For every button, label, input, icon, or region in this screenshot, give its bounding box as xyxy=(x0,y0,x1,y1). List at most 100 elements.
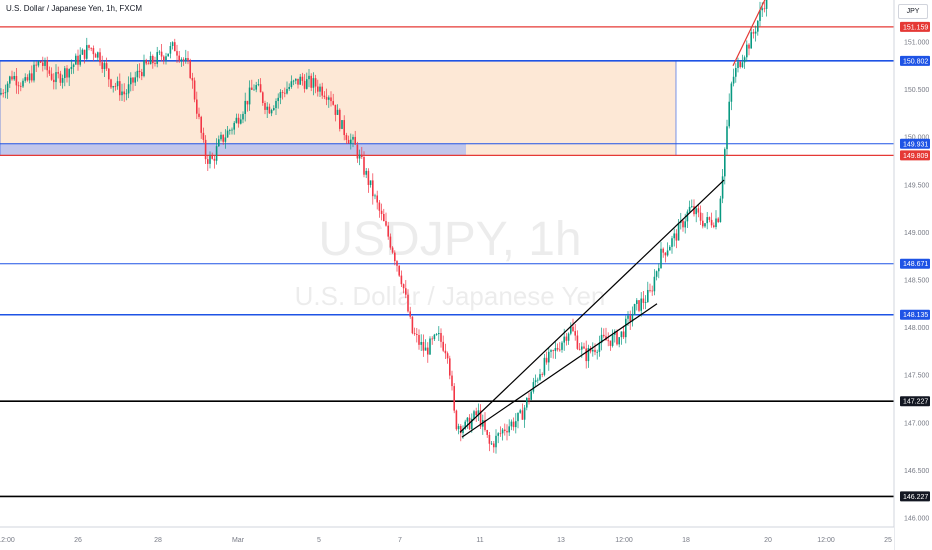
candle-body xyxy=(141,72,143,77)
candle-body xyxy=(369,180,372,185)
candle-body xyxy=(754,31,757,34)
candle-body xyxy=(64,68,66,79)
candle-body xyxy=(389,236,392,248)
candle-body xyxy=(288,86,290,89)
candle-body xyxy=(420,341,422,345)
candle-body xyxy=(193,80,196,100)
candle-body xyxy=(66,68,68,78)
price-badge-151.159 xyxy=(900,21,930,32)
price-badge-text: 148.135 xyxy=(903,312,928,319)
candle-body xyxy=(266,106,268,110)
candle-body xyxy=(675,233,678,241)
price-badge-text: 147.227 xyxy=(903,399,928,406)
candle-body xyxy=(398,265,400,276)
candle-body xyxy=(99,52,101,63)
candle-body xyxy=(598,342,601,352)
candle-body xyxy=(321,86,323,96)
zone-0 xyxy=(0,60,676,156)
candle-body xyxy=(50,73,53,80)
candle-body xyxy=(105,63,108,69)
candle-body xyxy=(48,70,51,74)
candle-body xyxy=(732,76,735,84)
candle-body xyxy=(125,93,128,95)
candle-body xyxy=(660,248,662,269)
price-badge-text: 149.931 xyxy=(903,141,928,148)
candle-body xyxy=(290,81,293,87)
candle-body xyxy=(132,77,134,83)
candle-body xyxy=(552,350,554,352)
candle-body xyxy=(350,139,352,144)
candle-body xyxy=(627,315,629,319)
candle-body xyxy=(493,443,495,448)
candle-body xyxy=(220,134,222,140)
candle-body xyxy=(752,32,755,34)
candle-body xyxy=(517,412,519,422)
candle-body xyxy=(354,136,356,145)
currency-badge[interactable]: JPY xyxy=(898,4,928,19)
candle-body xyxy=(37,61,40,66)
candle-body xyxy=(763,8,766,10)
candle-body xyxy=(537,379,539,381)
candle-body xyxy=(424,347,427,351)
candle-body xyxy=(530,391,532,400)
candle-body xyxy=(235,117,238,123)
candle-body xyxy=(90,47,92,49)
candle-body xyxy=(548,351,550,363)
candle-body xyxy=(143,60,145,77)
candle-body xyxy=(277,97,279,102)
candle-body xyxy=(26,77,29,81)
candle-body xyxy=(455,410,458,430)
zone-1 xyxy=(0,143,466,156)
candle-body xyxy=(572,326,574,332)
candle-body xyxy=(446,353,449,359)
candle-body xyxy=(123,91,125,95)
x-tick-label: 13 xyxy=(557,537,565,544)
candle-body xyxy=(136,70,139,78)
candle-body xyxy=(319,86,321,92)
candle-body xyxy=(550,350,552,352)
candle-body xyxy=(308,75,310,80)
candle-body xyxy=(178,55,180,61)
candle-body xyxy=(154,63,156,64)
candle-body xyxy=(257,84,260,86)
candle-body xyxy=(328,97,330,100)
candle-body xyxy=(160,51,163,57)
candle-body xyxy=(323,95,326,98)
candle-body xyxy=(471,418,473,430)
candle-body xyxy=(222,134,224,142)
candle-body xyxy=(75,55,77,65)
candle-body xyxy=(259,84,262,93)
candle-body xyxy=(662,248,664,253)
candle-body xyxy=(248,87,251,105)
candle-body xyxy=(270,110,273,114)
candle-body xyxy=(603,334,605,337)
candle-body xyxy=(402,284,405,289)
y-tick-label: 148.000 xyxy=(904,325,929,332)
candle-body xyxy=(559,349,561,351)
candle-body xyxy=(673,233,675,239)
y-tick-label: 146.000 xyxy=(904,516,929,523)
x-tick-label: 26 xyxy=(74,537,82,544)
candle-body xyxy=(761,8,763,11)
watermark-name: U.S. Dollar / Japanese Yen xyxy=(295,281,606,311)
candle-body xyxy=(207,159,209,164)
candle-body xyxy=(39,61,42,63)
candle-body xyxy=(499,433,502,435)
candle-body xyxy=(233,122,235,130)
candle-body xyxy=(541,374,543,375)
candle-body xyxy=(686,211,689,222)
candle-body xyxy=(669,246,671,251)
candle-body xyxy=(88,45,90,48)
candle-body xyxy=(413,333,416,335)
candle-body xyxy=(275,101,277,109)
price-badge-text: 148.671 xyxy=(903,261,928,268)
candle-body xyxy=(748,44,750,49)
candle-body xyxy=(147,63,150,65)
x-tick-label: 5 xyxy=(317,537,321,544)
x-tick-label: 7 xyxy=(398,537,402,544)
candle-body xyxy=(642,298,645,303)
candle-body xyxy=(688,206,691,212)
candle-body xyxy=(325,97,328,100)
